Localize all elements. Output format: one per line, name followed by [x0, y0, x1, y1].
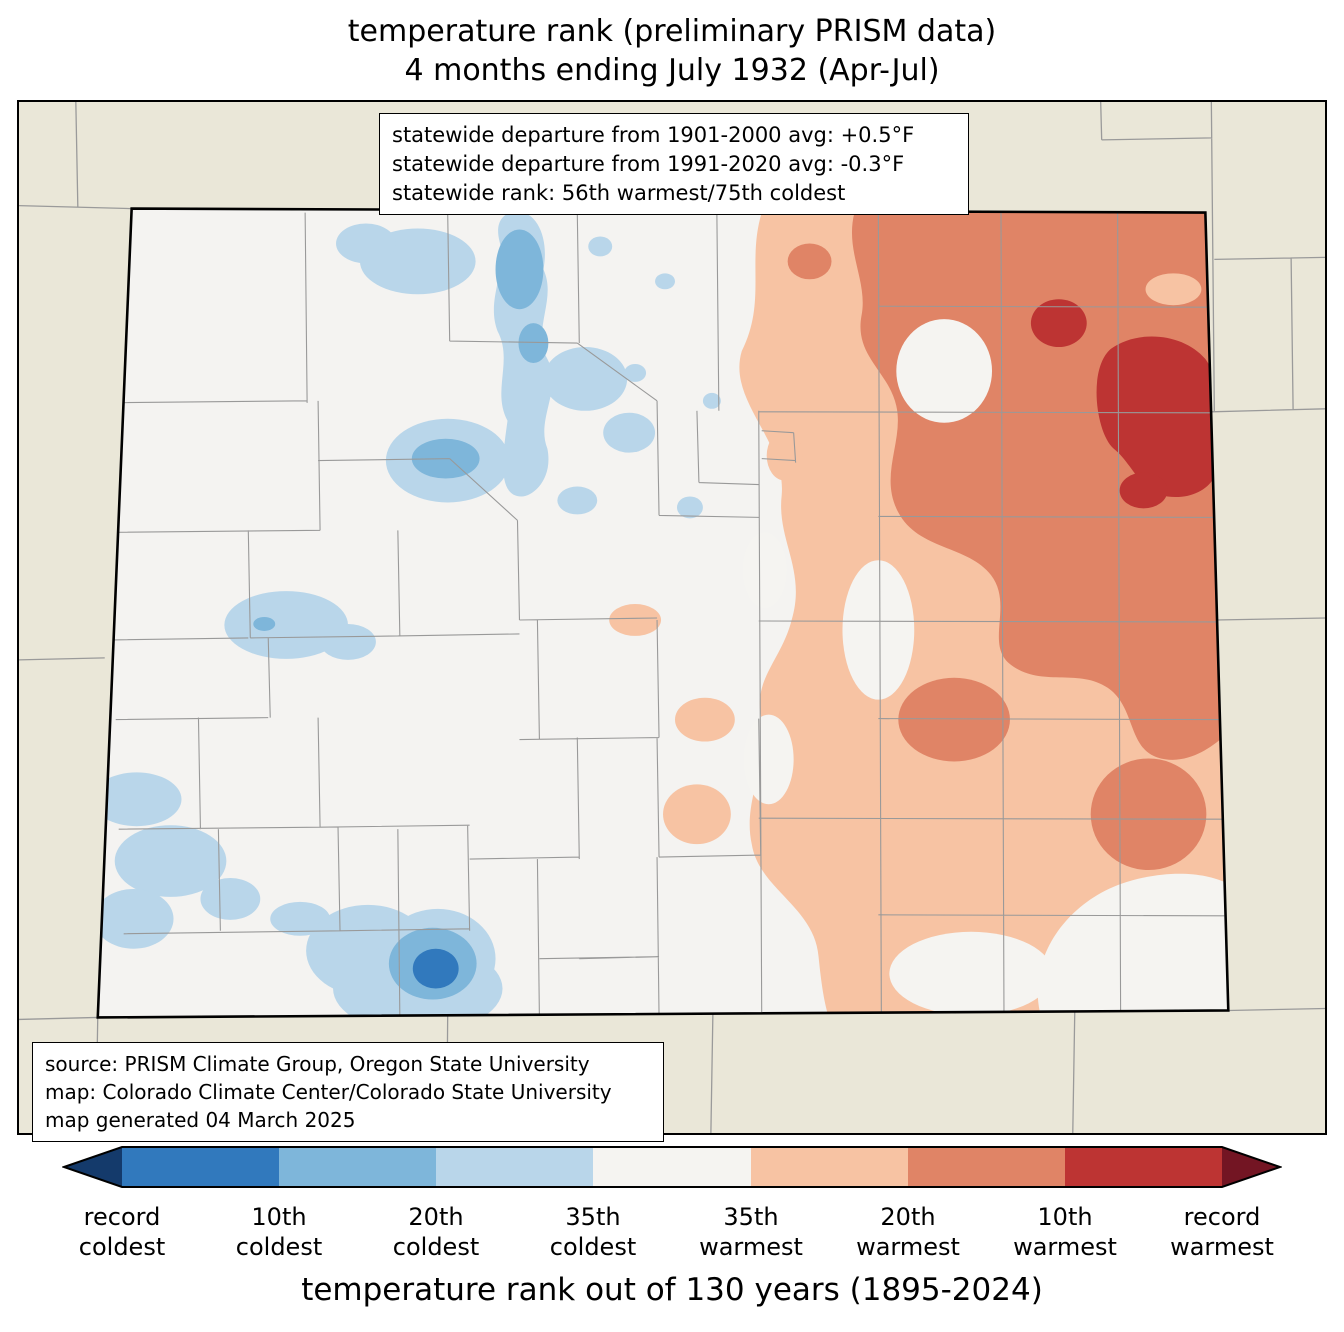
stats-line-3: statewide rank: 56th warmest/75th coldes… [392, 180, 846, 205]
neighbor-state-lines [19, 102, 1325, 1133]
warmest-35-over-layer [1145, 273, 1202, 306]
source-line-1: source: PRISM Climate Group, Oregon Stat… [45, 1052, 590, 1076]
label-20th-coldest: 20th coldest [392, 1203, 480, 1261]
label-record-coldest: record coldest [78, 1203, 166, 1261]
warmest-10-region-layer [1030, 299, 1220, 509]
neutral-holes-layer [742, 319, 1229, 1017]
label-10th-coldest: 10th coldest [235, 1203, 323, 1261]
title-line-1: temperature rank (preliminary PRISM data… [347, 14, 997, 49]
label-record-warmest: record warmest [1170, 1203, 1274, 1261]
title-line-2: 4 months ending July 1932 (Apr-Jul) [404, 53, 940, 88]
colorbar-seg-coldest-35 [436, 1147, 593, 1187]
colorbar-seg-coldest-20 [279, 1147, 436, 1187]
colorbar-arrow-record-coldest [64, 1147, 122, 1187]
county-lines [101, 212, 1225, 1017]
colorbar-caption: temperature rank out of 130 years (1895-… [301, 1272, 1043, 1308]
colorbar-labels: record coldest 10th coldest 20th coldest… [62, 1202, 1282, 1266]
colorbar-seg-warmest-10 [1065, 1147, 1222, 1187]
colorbar [62, 1146, 1282, 1188]
colorbar-outline [62, 1146, 1282, 1188]
source-credit-box: source: PRISM Climate Group, Oregon Stat… [32, 1042, 664, 1142]
stats-line-2: statewide departure from 1991-2020 avg: … [392, 151, 905, 176]
label-35th-warmest: 35th warmest [699, 1203, 803, 1261]
colorado-map [19, 102, 1325, 1133]
colorbar-seg-warmest-20 [908, 1147, 1065, 1187]
colorbar-seg-neutral [593, 1147, 751, 1187]
map-frame: statewide departure from 1901-2000 avg: … [17, 100, 1327, 1142]
source-line-3: map generated 04 March 2025 [45, 1108, 356, 1132]
colorbar-arrow-record-warmest [1222, 1147, 1280, 1187]
label-35th-coldest: 35th coldest [549, 1203, 637, 1261]
label-20th-warmest: 20th warmest [856, 1203, 960, 1261]
coldest-10-region-layer [412, 948, 459, 989]
colorbar-seg-coldest-10 [122, 1147, 279, 1187]
stats-line-1: statewide departure from 1901-2000 avg: … [392, 123, 915, 147]
statewide-stats-box: statewide departure from 1901-2000 avg: … [379, 113, 969, 216]
label-10th-warmest: 10th warmest [1013, 1203, 1117, 1261]
source-line-2: map: Colorado Climate Center/Colorado St… [45, 1080, 612, 1104]
colorbar-seg-warmest-35 [751, 1147, 908, 1187]
map-title: temperature rank (preliminary PRISM data… [0, 12, 1344, 90]
